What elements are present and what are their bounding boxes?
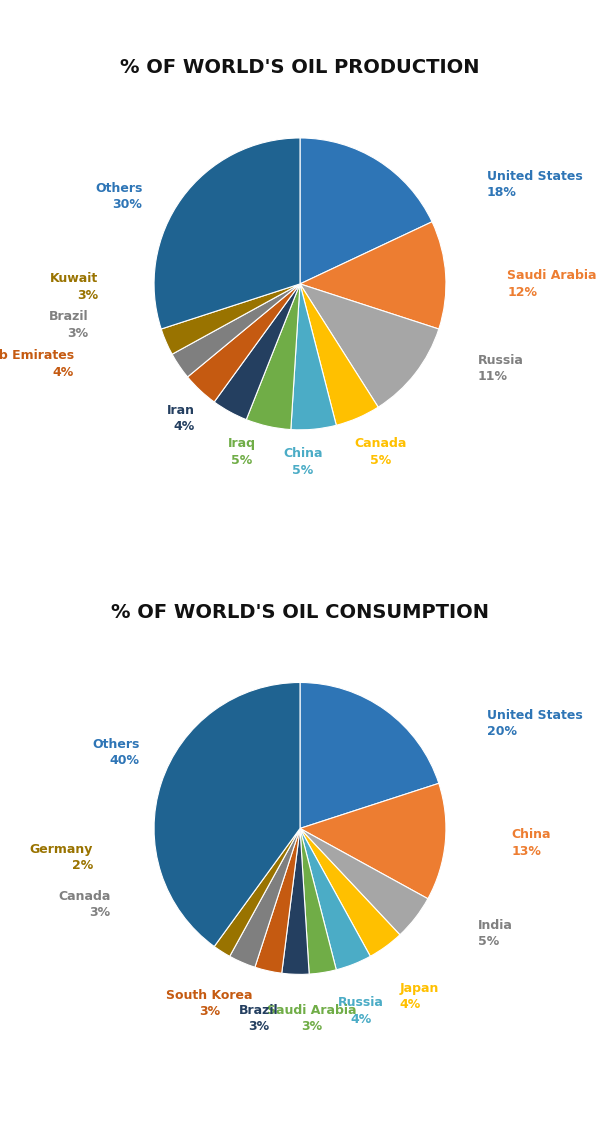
Wedge shape: [300, 222, 446, 329]
Text: China
13%: China 13%: [512, 828, 551, 858]
Wedge shape: [154, 138, 300, 329]
Wedge shape: [282, 828, 309, 974]
Text: Others
30%: Others 30%: [95, 182, 142, 211]
Text: Russia
11%: Russia 11%: [478, 354, 524, 384]
Text: Saudi Arabia
12%: Saudi Arabia 12%: [507, 270, 597, 299]
Text: Brazil
3%: Brazil 3%: [239, 1004, 279, 1034]
Title: % OF WORLD'S OIL PRODUCTION: % OF WORLD'S OIL PRODUCTION: [120, 58, 480, 77]
Wedge shape: [246, 284, 300, 429]
Text: Russia
4%: Russia 4%: [338, 996, 384, 1026]
Text: Others
40%: Others 40%: [92, 738, 139, 767]
Wedge shape: [300, 828, 428, 935]
Wedge shape: [214, 828, 300, 956]
Wedge shape: [161, 284, 300, 354]
Text: Canada
3%: Canada 3%: [58, 890, 110, 919]
Text: United Arab Emirates
4%: United Arab Emirates 4%: [0, 349, 74, 379]
Wedge shape: [300, 828, 336, 974]
Wedge shape: [188, 284, 300, 402]
Text: Iraq
5%: Iraq 5%: [227, 437, 256, 467]
Text: India
5%: India 5%: [478, 919, 513, 948]
Wedge shape: [300, 284, 439, 408]
Text: Iran
4%: Iran 4%: [167, 403, 195, 433]
Text: Kuwait
3%: Kuwait 3%: [50, 272, 98, 301]
Text: South Korea
3%: South Korea 3%: [166, 989, 253, 1019]
Text: United States
20%: United States 20%: [487, 708, 583, 738]
Wedge shape: [291, 284, 336, 429]
Text: Japan
4%: Japan 4%: [399, 982, 439, 1011]
Text: China
5%: China 5%: [283, 448, 323, 477]
Wedge shape: [230, 828, 300, 967]
Text: Germany
2%: Germany 2%: [29, 843, 93, 872]
Text: United States
18%: United States 18%: [487, 170, 583, 200]
Wedge shape: [300, 828, 400, 956]
Wedge shape: [300, 683, 439, 828]
Text: Saudi Arabia
3%: Saudi Arabia 3%: [267, 1004, 356, 1034]
Wedge shape: [172, 284, 300, 377]
Wedge shape: [300, 828, 370, 970]
Wedge shape: [300, 138, 432, 284]
Text: Canada
5%: Canada 5%: [354, 437, 406, 467]
Wedge shape: [255, 828, 300, 973]
Wedge shape: [300, 783, 446, 899]
Title: % OF WORLD'S OIL CONSUMPTION: % OF WORLD'S OIL CONSUMPTION: [111, 603, 489, 621]
Wedge shape: [300, 284, 378, 425]
Text: Brazil
3%: Brazil 3%: [49, 309, 88, 339]
Wedge shape: [214, 284, 300, 419]
Wedge shape: [154, 683, 300, 947]
